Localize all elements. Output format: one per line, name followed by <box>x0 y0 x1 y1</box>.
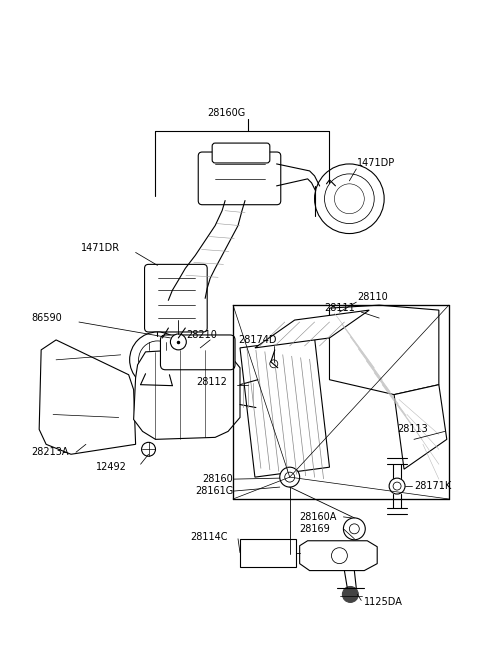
Circle shape <box>335 184 364 214</box>
Circle shape <box>170 334 186 350</box>
Text: 1471DP: 1471DP <box>357 158 396 168</box>
Text: 28210: 28210 <box>186 330 217 340</box>
Text: 28213A: 28213A <box>31 447 69 457</box>
Text: 28161G: 28161G <box>195 486 233 496</box>
Polygon shape <box>329 305 439 395</box>
Circle shape <box>314 164 384 234</box>
Circle shape <box>393 482 401 490</box>
FancyBboxPatch shape <box>144 264 207 332</box>
Circle shape <box>332 548 348 564</box>
Circle shape <box>342 586 358 602</box>
Text: 86590: 86590 <box>31 313 62 323</box>
Circle shape <box>139 341 176 379</box>
Circle shape <box>343 518 365 540</box>
Text: 28160A: 28160A <box>300 512 337 522</box>
Circle shape <box>270 359 278 368</box>
Text: 12492: 12492 <box>96 462 127 472</box>
FancyBboxPatch shape <box>198 152 281 205</box>
Text: 28114C: 28114C <box>190 532 228 542</box>
Text: 28160G: 28160G <box>207 108 245 118</box>
Polygon shape <box>300 541 377 571</box>
Text: 28111: 28111 <box>324 303 355 313</box>
Text: 28113: 28113 <box>397 424 428 434</box>
FancyBboxPatch shape <box>212 143 270 163</box>
Text: 28174D: 28174D <box>238 335 276 345</box>
Text: 28160: 28160 <box>202 474 233 484</box>
Polygon shape <box>240 539 296 567</box>
Text: 28169: 28169 <box>300 524 330 534</box>
Polygon shape <box>133 348 240 440</box>
Text: 28112: 28112 <box>196 377 227 386</box>
Circle shape <box>130 332 185 388</box>
Text: 28110: 28110 <box>357 292 388 302</box>
Text: 1471DR: 1471DR <box>81 243 120 253</box>
Circle shape <box>349 524 360 534</box>
Text: 1125DA: 1125DA <box>364 598 403 607</box>
Polygon shape <box>394 384 447 469</box>
Circle shape <box>285 472 295 482</box>
Circle shape <box>324 174 374 224</box>
FancyBboxPatch shape <box>160 335 235 370</box>
Circle shape <box>280 467 300 487</box>
Polygon shape <box>240 338 329 477</box>
Circle shape <box>142 442 156 457</box>
Polygon shape <box>39 340 136 454</box>
Text: 28171K: 28171K <box>414 481 451 491</box>
Circle shape <box>389 478 405 494</box>
Polygon shape <box>255 310 369 348</box>
